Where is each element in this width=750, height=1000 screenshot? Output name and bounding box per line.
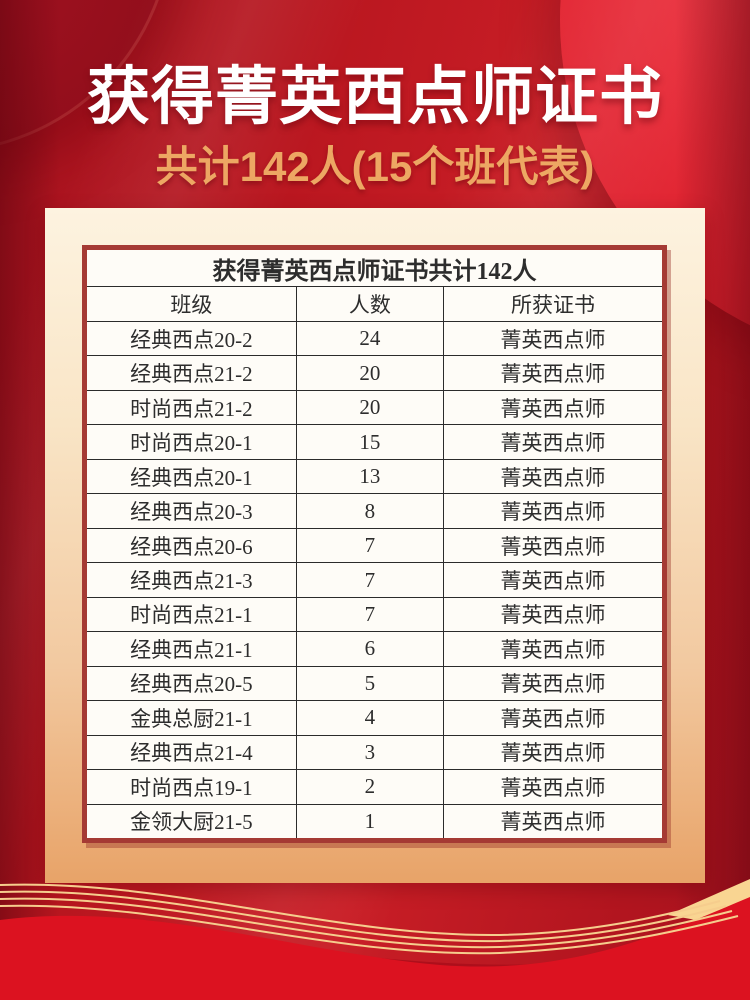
class-cell: 时尚西点21-1 bbox=[87, 596, 297, 633]
count-cell: 24 bbox=[295, 320, 444, 357]
certificate-cell: 菁英西点师 bbox=[442, 389, 662, 426]
class-cell: 经典西点20-1 bbox=[87, 458, 297, 495]
table-panel: 获得菁英西点师证书共计142人 班级 人数 所获证书 经典西点20-2 24 菁英西… bbox=[45, 208, 705, 883]
count-cell: 7 bbox=[295, 527, 444, 564]
column-header-count: 人数 bbox=[295, 286, 444, 322]
wave-bright bbox=[0, 897, 750, 1000]
count-cell: 7 bbox=[295, 596, 444, 633]
count-cell: 3 bbox=[295, 734, 444, 771]
table-row: 时尚西点21-2 20 菁英西点师 bbox=[87, 389, 662, 426]
class-cell: 经典西点20-3 bbox=[87, 493, 297, 529]
count-cell: 4 bbox=[295, 700, 444, 736]
count-cell: 5 bbox=[295, 665, 444, 702]
class-cell: 经典西点21-4 bbox=[87, 734, 297, 771]
certificate-cell: 菁英西点师 bbox=[442, 769, 662, 805]
class-cell: 经典西点20-5 bbox=[87, 665, 297, 702]
table-header-row: 班级 人数 所获证书 bbox=[87, 286, 662, 322]
poster-title: 获得菁英西点师证书 bbox=[87, 62, 663, 132]
class-cell: 金典总厨21-1 bbox=[87, 700, 297, 736]
class-cell: 时尚西点21-2 bbox=[87, 389, 297, 426]
count-cell: 13 bbox=[295, 458, 444, 495]
count-cell: 6 bbox=[295, 631, 444, 667]
certificate-cell: 菁英西点师 bbox=[442, 493, 662, 529]
certificate-cell: 菁英西点师 bbox=[442, 424, 662, 460]
certificate-cell: 菁英西点师 bbox=[442, 665, 662, 702]
column-header-class: 班级 bbox=[87, 286, 297, 322]
certificate-cell: 菁英西点师 bbox=[442, 596, 662, 633]
count-cell: 15 bbox=[295, 424, 444, 460]
certificate-cell: 菁英西点师 bbox=[442, 355, 662, 391]
count-cell: 20 bbox=[295, 355, 444, 391]
certificate-cell: 菁英西点师 bbox=[442, 527, 662, 564]
class-cell: 经典西点21-2 bbox=[87, 355, 297, 391]
table-row: 经典西点20-6 7 菁英西点师 bbox=[87, 527, 662, 564]
class-cell: 金领大厨21-5 bbox=[87, 803, 297, 838]
poster-subtitle: 共计142人(15个班代表) bbox=[155, 143, 595, 190]
table-row: 时尚西点19-1 2 菁英西点师 bbox=[87, 769, 662, 805]
table-row: 经典西点21-1 6 菁英西点师 bbox=[87, 631, 662, 667]
gold-lines bbox=[0, 883, 739, 955]
column-header-certificate: 所获证书 bbox=[442, 286, 662, 322]
certificate-cell: 菁英西点师 bbox=[442, 562, 662, 598]
certificate-cell: 菁英西点师 bbox=[442, 803, 662, 838]
count-cell: 7 bbox=[295, 562, 444, 598]
certificate-table-frame: 获得菁英西点师证书共计142人 班级 人数 所获证书 经典西点20-2 24 菁英西… bbox=[82, 245, 667, 843]
class-cell: 时尚西点20-1 bbox=[87, 424, 297, 460]
table-row: 经典西点20-3 8 菁英西点师 bbox=[87, 493, 662, 529]
class-cell: 经典西点20-6 bbox=[87, 527, 297, 564]
table-row: 时尚西点20-1 15 菁英西点师 bbox=[87, 424, 662, 460]
count-cell: 8 bbox=[295, 493, 444, 529]
bottom-wave-decoration bbox=[0, 879, 750, 1000]
table-row: 金领大厨21-5 1 菁英西点师 bbox=[87, 803, 662, 838]
certificate-cell: 菁英西点师 bbox=[442, 631, 662, 667]
table-row: 时尚西点21-1 7 菁英西点师 bbox=[87, 596, 662, 633]
table-row: 经典西点21-2 20 菁英西点师 bbox=[87, 355, 662, 391]
table-row: 经典西点20-2 24 菁英西点师 bbox=[87, 320, 662, 357]
certificate-cell: 菁英西点师 bbox=[442, 320, 662, 357]
certificate-table: 获得菁英西点师证书共计142人 班级 人数 所获证书 经典西点20-2 24 菁英西… bbox=[87, 250, 662, 838]
table-row: 经典西点20-1 13 菁英西点师 bbox=[87, 458, 662, 495]
class-cell: 经典西点21-3 bbox=[87, 562, 297, 598]
table-row: 经典西点21-4 3 菁英西点师 bbox=[87, 734, 662, 771]
table-title: 获得菁英西点师证书共计142人 bbox=[87, 250, 662, 287]
count-cell: 2 bbox=[295, 769, 444, 805]
certificate-cell: 菁英西点师 bbox=[442, 734, 662, 771]
class-cell: 时尚西点19-1 bbox=[87, 769, 297, 805]
certificate-cell: 菁英西点师 bbox=[442, 458, 662, 495]
count-cell: 20 bbox=[295, 389, 444, 426]
table-row: 经典西点21-3 7 菁英西点师 bbox=[87, 562, 662, 598]
table-row: 金典总厨21-1 4 菁英西点师 bbox=[87, 700, 662, 736]
class-cell: 经典西点20-2 bbox=[87, 320, 297, 357]
certificate-cell: 菁英西点师 bbox=[442, 700, 662, 736]
table-row: 经典西点20-5 5 菁英西点师 bbox=[87, 665, 662, 702]
count-cell: 1 bbox=[295, 803, 444, 838]
table-title-row: 获得菁英西点师证书共计142人 bbox=[87, 250, 662, 287]
table-body: 经典西点20-2 24 菁英西点师 经典西点21-2 20 菁英西点师 时尚西点21-2 20… bbox=[87, 320, 662, 838]
class-cell: 经典西点21-1 bbox=[87, 631, 297, 667]
